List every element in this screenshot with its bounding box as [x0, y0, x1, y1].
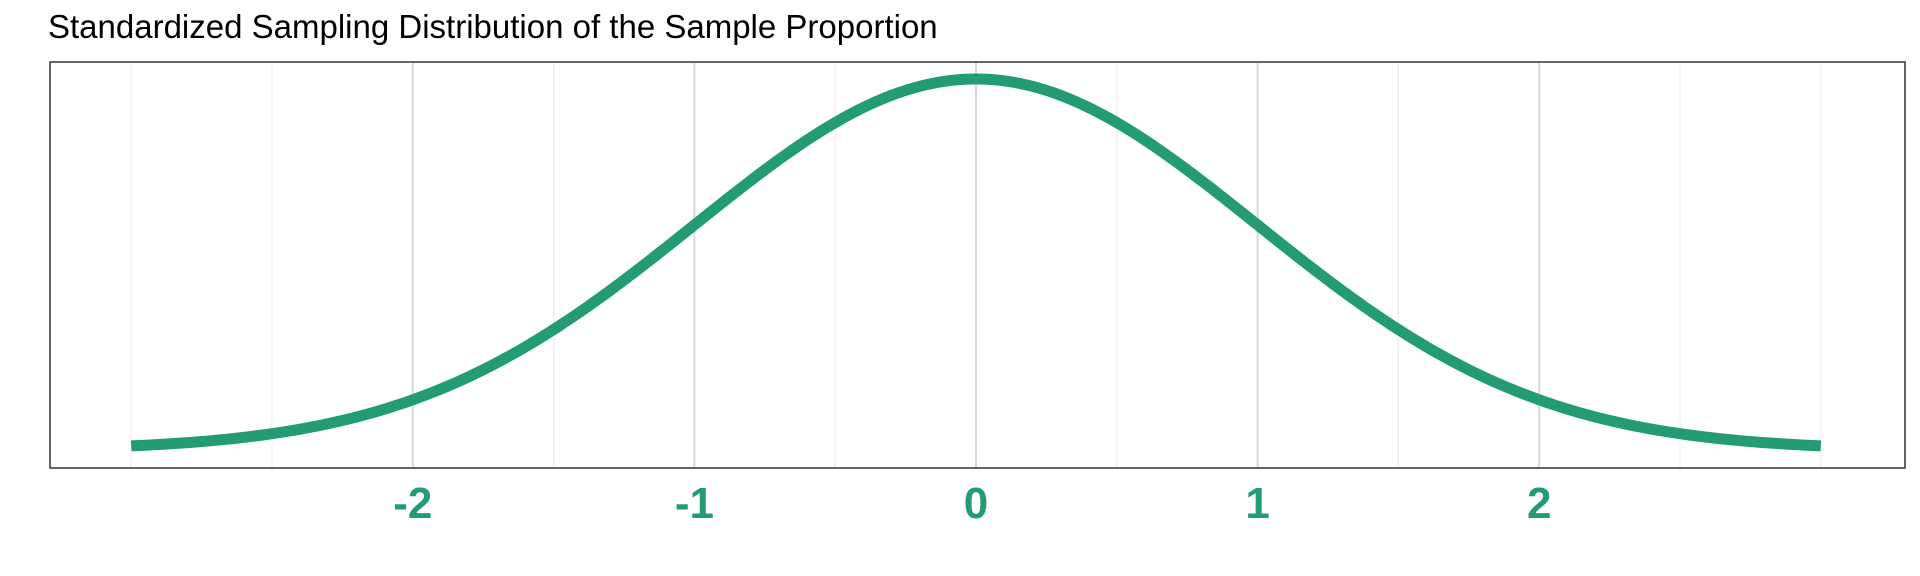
density-curve-line — [130, 73, 1822, 452]
x-tick-label: -1 — [675, 479, 714, 528]
chart-title: Standardized Sampling Distribution of th… — [48, 8, 938, 45]
x-axis-tick-labels: -2 -1 0 1 2 — [393, 479, 1551, 528]
x-tick-label: 2 — [1527, 479, 1551, 528]
x-tick-label: 0 — [964, 479, 988, 528]
gridlines — [130, 62, 1822, 468]
x-tick-label: -2 — [393, 479, 432, 528]
x-tick-label: 1 — [1245, 479, 1269, 528]
plot-panel-border — [49, 61, 1906, 469]
